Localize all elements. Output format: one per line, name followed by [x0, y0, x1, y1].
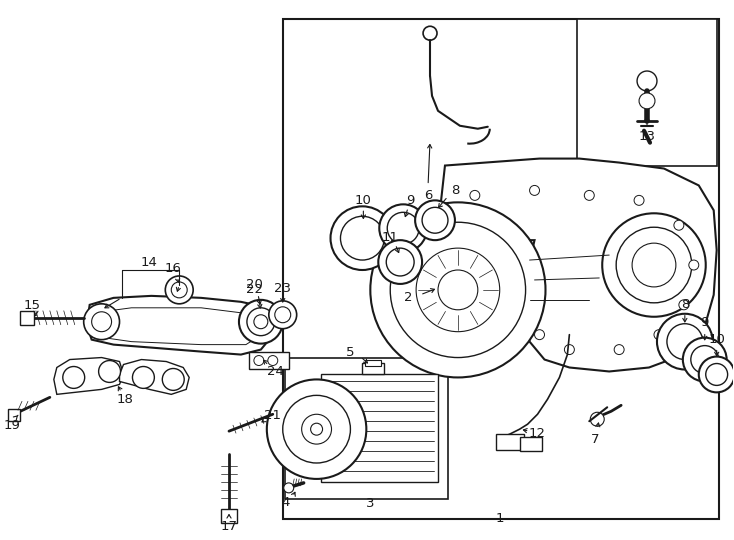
- Circle shape: [302, 414, 332, 444]
- Circle shape: [691, 346, 719, 374]
- Circle shape: [341, 217, 385, 260]
- Bar: [363, 362, 385, 374]
- Circle shape: [616, 227, 692, 303]
- Circle shape: [254, 355, 264, 366]
- Circle shape: [637, 71, 657, 91]
- Circle shape: [247, 308, 275, 336]
- Text: 17: 17: [220, 520, 238, 533]
- Text: 20: 20: [247, 279, 264, 292]
- Bar: [495, 434, 523, 450]
- Circle shape: [657, 314, 713, 369]
- Circle shape: [275, 307, 291, 323]
- Bar: [285, 357, 448, 499]
- Bar: [283, 19, 719, 519]
- Circle shape: [378, 240, 422, 284]
- Text: 8: 8: [680, 298, 689, 312]
- Text: 8: 8: [451, 184, 459, 197]
- Text: 21: 21: [264, 409, 281, 422]
- Polygon shape: [440, 159, 716, 372]
- Circle shape: [634, 195, 644, 205]
- Bar: [249, 352, 288, 369]
- Circle shape: [470, 191, 480, 200]
- Circle shape: [330, 206, 394, 270]
- Circle shape: [254, 315, 268, 329]
- Circle shape: [415, 200, 455, 240]
- Text: 1: 1: [495, 512, 504, 525]
- Circle shape: [162, 368, 184, 390]
- Text: 3: 3: [366, 497, 374, 510]
- Text: 16: 16: [165, 261, 182, 274]
- Circle shape: [614, 345, 624, 355]
- Text: 23: 23: [275, 282, 291, 295]
- Text: 19: 19: [4, 418, 21, 431]
- Text: 9: 9: [406, 194, 414, 207]
- Circle shape: [416, 248, 500, 332]
- Text: 10: 10: [708, 333, 725, 346]
- Circle shape: [310, 423, 322, 435]
- Bar: [321, 374, 438, 482]
- Circle shape: [422, 207, 448, 233]
- Circle shape: [602, 213, 705, 317]
- Bar: [221, 509, 237, 523]
- Circle shape: [679, 300, 688, 310]
- Circle shape: [165, 276, 193, 304]
- Circle shape: [283, 395, 350, 463]
- Bar: [8, 409, 20, 421]
- Circle shape: [529, 185, 539, 195]
- Circle shape: [688, 260, 699, 270]
- Circle shape: [667, 323, 702, 360]
- Circle shape: [534, 330, 545, 340]
- Text: 11: 11: [382, 231, 399, 244]
- Text: 4: 4: [282, 496, 290, 509]
- Bar: [366, 360, 381, 366]
- Text: 9: 9: [700, 316, 709, 329]
- Circle shape: [590, 412, 604, 426]
- Text: 10: 10: [355, 194, 372, 207]
- Text: 14: 14: [141, 255, 158, 268]
- Circle shape: [269, 301, 297, 329]
- Circle shape: [239, 300, 283, 343]
- Circle shape: [674, 220, 684, 230]
- Circle shape: [639, 93, 655, 109]
- Circle shape: [92, 312, 112, 332]
- Polygon shape: [54, 357, 123, 394]
- Circle shape: [63, 367, 84, 388]
- Bar: [578, 19, 716, 166]
- Circle shape: [268, 355, 277, 366]
- Polygon shape: [120, 360, 189, 394]
- Circle shape: [171, 282, 187, 298]
- Text: 12: 12: [529, 427, 546, 440]
- Circle shape: [699, 356, 734, 393]
- Text: 7: 7: [591, 433, 600, 446]
- Circle shape: [705, 363, 727, 386]
- Text: 22: 22: [247, 284, 264, 296]
- Circle shape: [388, 212, 419, 244]
- Bar: [520, 437, 542, 451]
- Circle shape: [98, 361, 120, 382]
- Text: 18: 18: [117, 393, 134, 406]
- Circle shape: [564, 345, 575, 355]
- Circle shape: [284, 483, 294, 493]
- Circle shape: [386, 248, 414, 276]
- Circle shape: [683, 338, 727, 381]
- Text: 6: 6: [424, 189, 432, 202]
- Circle shape: [267, 380, 366, 479]
- Text: 15: 15: [23, 299, 40, 312]
- Text: 5: 5: [346, 346, 355, 359]
- Text: 24: 24: [267, 365, 284, 378]
- Circle shape: [371, 202, 545, 377]
- Circle shape: [654, 330, 664, 340]
- Circle shape: [132, 367, 154, 388]
- Polygon shape: [87, 296, 273, 355]
- Text: 2: 2: [404, 292, 413, 305]
- Text: 13: 13: [639, 130, 655, 143]
- Circle shape: [423, 26, 437, 40]
- Circle shape: [390, 222, 526, 357]
- Bar: [20, 311, 34, 325]
- Circle shape: [84, 304, 120, 340]
- Circle shape: [584, 191, 595, 200]
- Circle shape: [379, 204, 427, 252]
- Circle shape: [438, 270, 478, 310]
- Circle shape: [632, 243, 676, 287]
